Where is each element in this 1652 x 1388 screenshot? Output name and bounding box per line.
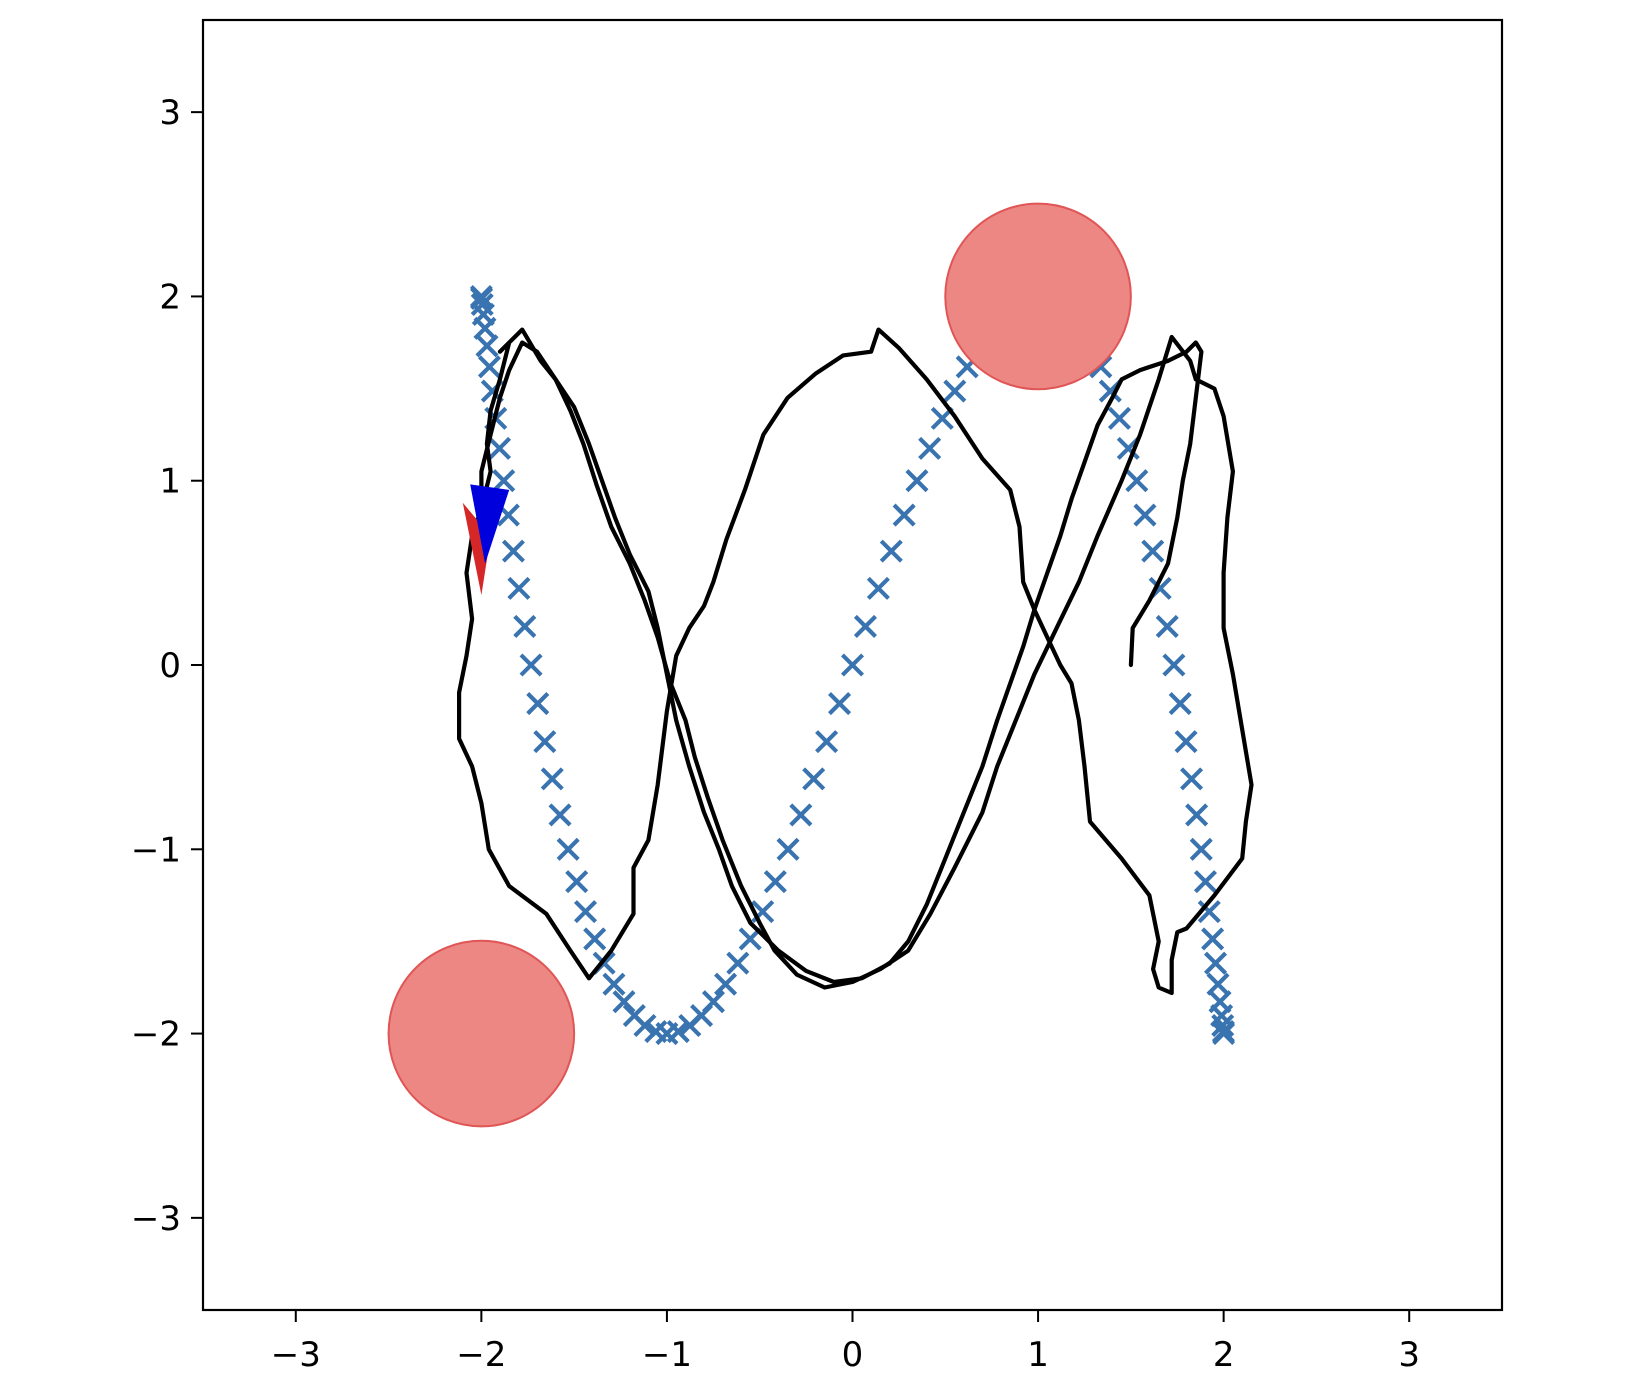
obstacle-circle <box>944 202 1132 391</box>
reference-marker <box>475 334 499 358</box>
reference-marker <box>1197 900 1221 924</box>
y-tick-label: −1 <box>131 830 181 870</box>
y-tick-label: 2 <box>159 277 181 317</box>
reference-marker <box>533 730 557 754</box>
y-axis: −3 −2 −1 0 1 2 3 <box>131 93 203 1239</box>
reference-marker <box>502 539 525 563</box>
x-tick-label: 0 <box>842 1335 864 1375</box>
reference-marker <box>1168 692 1192 715</box>
reference-marker <box>1206 972 1230 996</box>
x-tick-label: 1 <box>1027 1335 1049 1375</box>
reference-marker <box>1180 767 1203 791</box>
reference-marker <box>726 951 750 975</box>
reference-marker <box>866 576 890 600</box>
reference-marker <box>633 1014 657 1037</box>
reference-marker <box>1194 870 1217 894</box>
x-tick-label: 3 <box>1398 1335 1420 1375</box>
reference-marker <box>507 576 531 600</box>
reference-marker <box>548 803 572 827</box>
reference-marker <box>583 927 607 951</box>
y-tick-label: 0 <box>159 646 181 686</box>
reference-marker <box>565 870 589 894</box>
reference-marker <box>513 615 537 638</box>
reference-marker <box>802 767 826 791</box>
reference-marker <box>1162 653 1186 677</box>
reference-marker <box>1116 436 1140 460</box>
reference-marker <box>556 837 580 861</box>
reference-marker <box>1174 730 1198 754</box>
x-tick-label: −3 <box>271 1335 321 1375</box>
reference-marker <box>1189 837 1213 861</box>
reference-marker <box>478 355 501 379</box>
reference-marker <box>492 469 516 493</box>
reference-marker <box>1133 503 1157 527</box>
reference-marker <box>1141 539 1165 563</box>
reference-marker <box>828 692 851 715</box>
reference-marker <box>918 436 942 460</box>
trajectory-line <box>479 340 1204 985</box>
reference-marker <box>776 837 800 861</box>
y-tick-label: −2 <box>131 1015 181 1055</box>
obstacle-circle <box>387 939 576 1128</box>
reference-marker <box>763 870 787 894</box>
agent-marker-red <box>462 502 491 595</box>
x-axis: −3 −2 −1 0 1 2 3 <box>271 1310 1420 1375</box>
x-tick-label: −2 <box>456 1335 506 1375</box>
reference-marker <box>519 653 543 677</box>
reference-marker <box>789 803 813 827</box>
reference-marker <box>1125 469 1149 493</box>
reference-marker <box>879 539 903 563</box>
reference-marker <box>943 379 967 403</box>
reference-marker <box>702 990 725 1014</box>
reference-marker <box>841 653 864 677</box>
reference-marker <box>612 990 636 1014</box>
reference-marker <box>1185 803 1209 827</box>
reference-marker <box>1204 951 1227 975</box>
reference-marker <box>1201 927 1225 951</box>
agent-marker-blue <box>470 484 510 564</box>
reference-marker <box>574 900 597 924</box>
reference-marker <box>854 615 877 638</box>
plot-area <box>387 202 1254 1128</box>
y-tick-label: 3 <box>159 93 181 133</box>
reference-marker <box>815 730 839 754</box>
y-tick-label: −3 <box>131 1199 181 1239</box>
reference-marker <box>488 436 511 460</box>
reference-marker <box>540 767 564 791</box>
reference-marker <box>905 469 929 493</box>
reference-marker <box>1108 406 1131 430</box>
reference-marker <box>602 972 626 996</box>
reference-marker <box>666 1020 690 1043</box>
y-tick-label: 1 <box>159 462 181 502</box>
x-tick-label: 2 <box>1213 1335 1235 1375</box>
reference-marker <box>526 692 550 715</box>
x-tick-label: −1 <box>642 1335 692 1375</box>
trajectory-line <box>457 327 1254 996</box>
reference-marker <box>714 972 737 996</box>
reference-marker <box>1155 615 1179 638</box>
reference-marker <box>892 503 916 527</box>
